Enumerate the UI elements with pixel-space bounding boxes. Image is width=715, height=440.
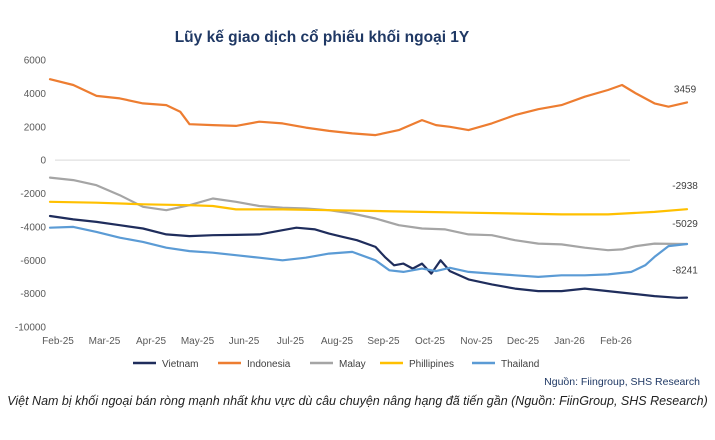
series-line-vietnam — [48, 214, 689, 299]
chart: Lũy kế giao dịch cổ phiếu khối ngoại 1Y … — [15, 29, 700, 388]
x-tick-label: Nov-25 — [460, 336, 493, 347]
y-tick-labels: 6000 4000 2000 0 -2000 -4000 -6000 -8000 -10000 — [15, 56, 47, 334]
y-tick-label: -6000 — [20, 256, 46, 267]
series-line-thailand — [48, 225, 689, 278]
x-tick-label: Apr-25 — [136, 336, 166, 347]
end-label-malay: -5029 — [672, 219, 698, 230]
y-tick-label: 6000 — [24, 56, 47, 67]
source-note: Nguồn: Fiingroup, SHS Research — [544, 376, 700, 388]
legend: Vietnam Indonesia Malay Phillipines Thailand — [133, 359, 539, 370]
x-tick-label: Feb-26 — [600, 336, 632, 347]
end-label-phillipines: -2938 — [672, 181, 698, 192]
end-labels: 3459 -2938 -5029 -8241 — [672, 84, 698, 276]
x-tick-label: May-25 — [181, 336, 215, 347]
legend-label-indonesia: Indonesia — [247, 359, 291, 370]
y-tick-label: -8000 — [20, 289, 46, 300]
x-tick-label: Sep-25 — [367, 336, 400, 347]
y-tick-label: -10000 — [15, 323, 47, 334]
x-tick-label: Feb-25 — [42, 336, 74, 347]
y-tick-label: 4000 — [24, 89, 47, 100]
legend-label-malay: Malay — [339, 359, 366, 370]
series-line-phillipines — [48, 200, 689, 216]
y-tick-label: -2000 — [20, 189, 46, 200]
y-tick-label: -4000 — [20, 222, 46, 233]
x-tick-label: Aug-25 — [321, 336, 354, 347]
series-line-malay — [48, 176, 689, 252]
y-tick-label: 0 — [40, 156, 46, 167]
end-label-indonesia: 3459 — [674, 84, 697, 95]
y-tick-label: 2000 — [24, 122, 47, 133]
x-tick-label: Dec-25 — [507, 336, 540, 347]
series-line-indonesia — [48, 78, 689, 137]
x-tick-labels: Feb-25 Mar-25 Apr-25 May-25 Jun-25 Jul-25 Aug-… — [42, 336, 632, 347]
x-tick-label: Jan-26 — [554, 336, 585, 347]
series-lines — [48, 78, 689, 299]
x-tick-label: Jul-25 — [277, 336, 305, 347]
x-tick-label: Jun-25 — [229, 336, 260, 347]
chart-title: Lũy kế giao dịch cổ phiếu khối ngoại 1Y — [175, 29, 470, 46]
legend-label-thailand: Thailand — [501, 359, 539, 370]
x-tick-label: Oct-25 — [415, 336, 445, 347]
figure-caption: Việt Nam bị khối ngoại bán ròng mạnh nhấ… — [7, 394, 708, 408]
legend-label-vietnam: Vietnam — [162, 359, 199, 370]
x-tick-label: Mar-25 — [89, 336, 121, 347]
end-label-vietnam: -8241 — [672, 266, 698, 277]
legend-label-phillipines: Phillipines — [409, 359, 454, 370]
